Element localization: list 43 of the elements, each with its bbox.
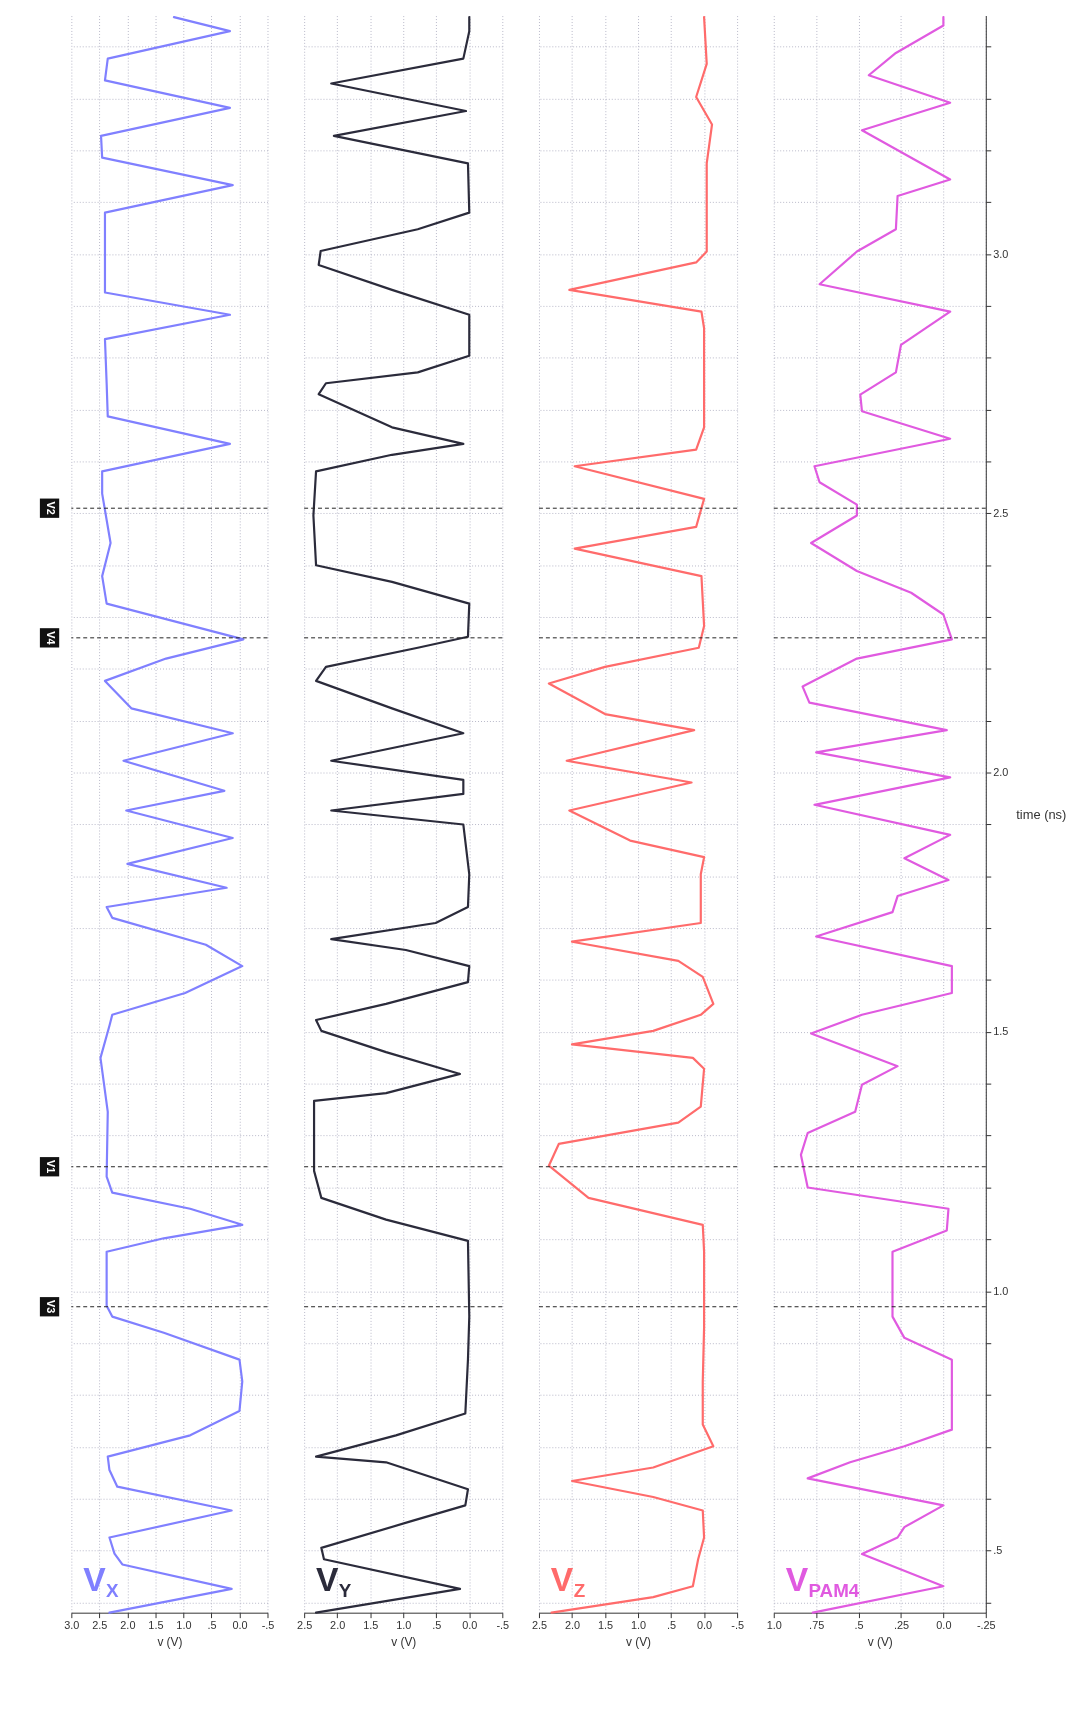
y-axis-title: time (ns)	[1016, 806, 1067, 822]
x-tick-label: 2.5	[297, 1619, 313, 1632]
x-tick-label: 1.0	[396, 1619, 412, 1632]
x-axis-title: v (V)	[867, 1634, 893, 1649]
x-tick-label: -.25	[976, 1619, 996, 1632]
x-tick-label: 3.0	[64, 1619, 80, 1632]
x-tick-label: 2.0	[120, 1619, 136, 1632]
x-axis-title: v (V)	[157, 1634, 183, 1649]
x-tick-label: .5	[854, 1619, 864, 1632]
y-tick-label: 1.5	[993, 1025, 1009, 1038]
x-tick-label: 0.0	[697, 1619, 713, 1632]
x-tick-label: .75	[809, 1619, 825, 1632]
x-axis-title: v (V)	[391, 1634, 417, 1649]
y-tick-label: 3.0	[993, 247, 1009, 260]
x-tick-label: 2.0	[330, 1619, 346, 1632]
x-tick-label: 0.0	[232, 1619, 248, 1632]
ref-line-label: V3	[44, 1300, 57, 1314]
x-tick-label: -.5	[261, 1619, 275, 1632]
y-tick-label: 2.5	[993, 506, 1009, 519]
y-tick-label: 2.0	[993, 766, 1009, 779]
x-tick-label: 1.0	[630, 1619, 647, 1632]
x-tick-label: 1.0	[176, 1619, 192, 1632]
y-tick-label: 1.0	[993, 1284, 1009, 1297]
x-tick-label: 0.0	[936, 1619, 952, 1632]
x-tick-label: 1.5	[363, 1619, 379, 1632]
y-tick-label: .5	[993, 1543, 1003, 1556]
x-tick-label: 2.0	[564, 1619, 581, 1632]
x-tick-label: 1.5	[597, 1619, 614, 1632]
x-tick-label: 1.5	[148, 1619, 164, 1632]
x-tick-label: 2.5	[531, 1619, 548, 1632]
x-tick-label: .5	[207, 1619, 217, 1632]
ref-line-label: V4	[44, 631, 57, 645]
x-tick-label: .5	[667, 1619, 677, 1632]
x-tick-label: -.5	[496, 1619, 510, 1632]
x-tick-label: 2.5	[92, 1619, 108, 1632]
x-tick-label: .25	[893, 1619, 910, 1632]
x-tick-label: -.5	[731, 1619, 744, 1632]
ref-line-label: V1	[44, 1160, 57, 1174]
x-axis-title: v (V)	[625, 1634, 652, 1649]
ref-line-label: V2	[44, 501, 57, 515]
x-tick-label: 0.0	[462, 1619, 478, 1632]
x-tick-label: .5	[432, 1619, 442, 1632]
x-tick-label: 1.0	[766, 1619, 782, 1632]
